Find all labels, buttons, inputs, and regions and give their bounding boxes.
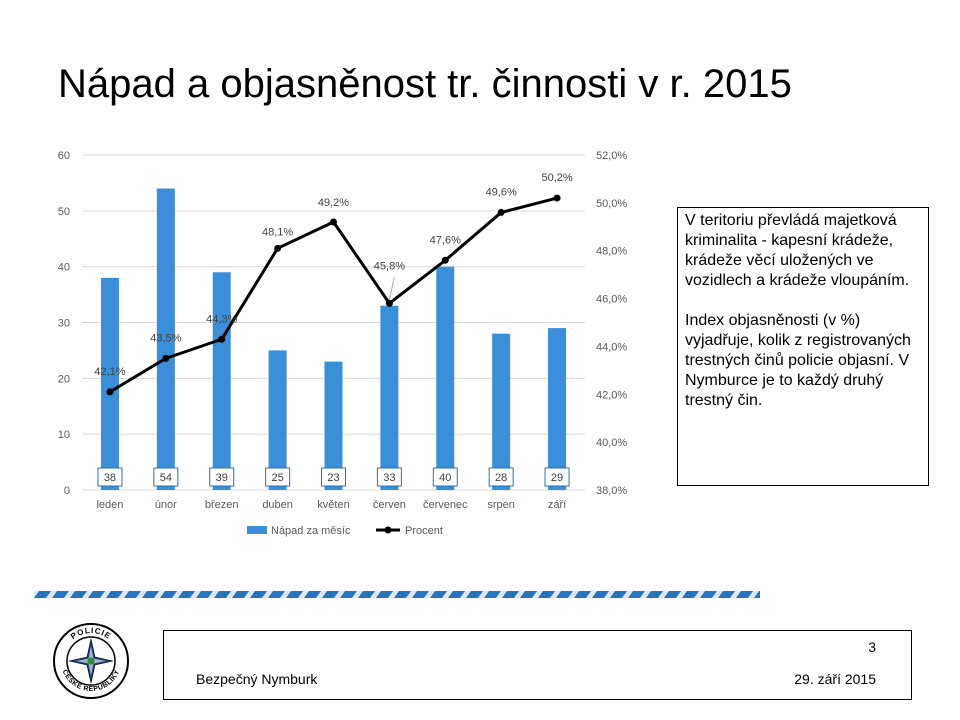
legend-swatch-marker	[384, 526, 392, 534]
bar-label-box	[432, 467, 458, 487]
bar-leden	[100, 277, 119, 490]
right-axis-tick-label: 42,0%	[596, 389, 627, 401]
left-axis-tick-label: 60	[58, 150, 70, 162]
bar-label-box	[265, 467, 291, 487]
decorative-stripe	[34, 591, 760, 598]
right-axis-tick-label: 52,0%	[596, 150, 627, 162]
right-axis-tick-label: 50,0%	[596, 198, 627, 210]
line-data-label: 49,2%	[318, 197, 349, 209]
right-axis-tick-label: 46,0%	[596, 294, 627, 306]
left-axis-tick-label: 40	[58, 262, 70, 274]
category-label: červenec	[423, 499, 468, 511]
line-data-label: 50,2%	[541, 172, 572, 184]
line-point-květen	[330, 218, 337, 226]
label-leader-line	[388, 277, 395, 300]
bar-data-label: 25	[271, 472, 283, 484]
legend-label-line: Procent	[405, 525, 443, 537]
line-point-červenec	[441, 256, 449, 264]
bar-březen	[212, 272, 231, 490]
line-point-duben	[274, 244, 282, 252]
left-axis-tick-label: 50	[58, 206, 70, 218]
line-data-label: 45,8%	[374, 260, 405, 272]
left-axis-tick-label: 10	[58, 429, 70, 441]
line-data-label: 42,1%	[94, 366, 125, 378]
bar-červenec	[436, 266, 455, 490]
bar-label-box	[321, 467, 346, 487]
bar-data-label: 38	[104, 472, 116, 484]
bar-září	[548, 328, 567, 490]
legend-label-bar: Nápad za měsíc	[271, 525, 351, 537]
bar-data-label: 54	[160, 472, 172, 484]
left-axis-tick-label: 20	[58, 373, 70, 385]
bar-květen	[324, 361, 343, 490]
info-paragraph-index: Index objasněnosti (v %) vyjadřuje, koli…	[685, 312, 911, 409]
bar-srpen	[492, 333, 511, 490]
footer-date: 29. září 2015	[794, 671, 876, 687]
page-number: 3	[868, 639, 876, 655]
line-data-label: 43,5%	[150, 332, 181, 344]
bar-label-box	[544, 467, 570, 487]
line-data-label: 47,6%	[430, 234, 461, 246]
police-badge-icon: POLICIE ČESKÉ REPUBLIKY	[53, 623, 129, 699]
right-axis-tick-label: 38,0%	[596, 485, 627, 497]
bar-data-label: 40	[439, 472, 451, 484]
line-point-březen	[218, 335, 226, 343]
line-data-label: 49,6%	[486, 186, 517, 198]
right-axis-tick-label: 48,0%	[596, 246, 627, 258]
line-point-srpen	[497, 208, 505, 216]
bar-červen	[380, 305, 399, 490]
bar-data-label: 28	[495, 472, 507, 484]
line-point-září	[553, 194, 561, 202]
bar-data-label: 29	[551, 472, 563, 484]
bar-duben	[268, 350, 287, 490]
line-data-label: 48,1%	[262, 226, 293, 238]
bar-label-box	[488, 467, 514, 487]
bar-label-box	[209, 467, 235, 487]
left-axis-tick-label: 30	[58, 318, 70, 330]
bar-únor	[156, 188, 175, 490]
bar-label-box	[376, 467, 402, 487]
category-label: květen	[317, 499, 349, 511]
bar-data-label: 33	[383, 472, 395, 484]
slide-title: Nápad a objasněnost tr. činnosti v r. 20…	[58, 62, 792, 106]
bar-label-box	[97, 467, 123, 487]
bar-data-label: 23	[327, 472, 339, 484]
category-label: srpen	[487, 499, 515, 511]
category-label: březen	[205, 499, 239, 511]
line-data-label: 44,3%	[206, 313, 237, 325]
bar-data-label: 39	[216, 472, 228, 484]
category-label: září	[548, 499, 566, 511]
line-point-únor	[162, 354, 170, 362]
category-label: duben	[262, 499, 293, 511]
footer-title: Bezpečný Nymburk	[196, 671, 318, 687]
legend-swatch-bar	[247, 526, 267, 534]
line-point-červen	[385, 299, 393, 307]
info-text-box: V teritoriu převládá majetková kriminali…	[677, 207, 929, 486]
line-point-leden	[106, 388, 114, 396]
left-axis-tick-label: 0	[64, 485, 70, 497]
footer-box: 3 Bezpečný Nymburk 29. září 2015	[163, 630, 912, 700]
info-paragraph-crime: V teritoriu převládá majetková kriminali…	[685, 212, 910, 289]
right-axis-tick-label: 40,0%	[596, 437, 627, 449]
category-label: únor	[155, 499, 177, 511]
category-label: červen	[373, 499, 406, 511]
right-axis-tick-label: 44,0%	[596, 341, 627, 353]
bar-label-box	[153, 467, 179, 487]
category-label: leden	[96, 499, 123, 511]
